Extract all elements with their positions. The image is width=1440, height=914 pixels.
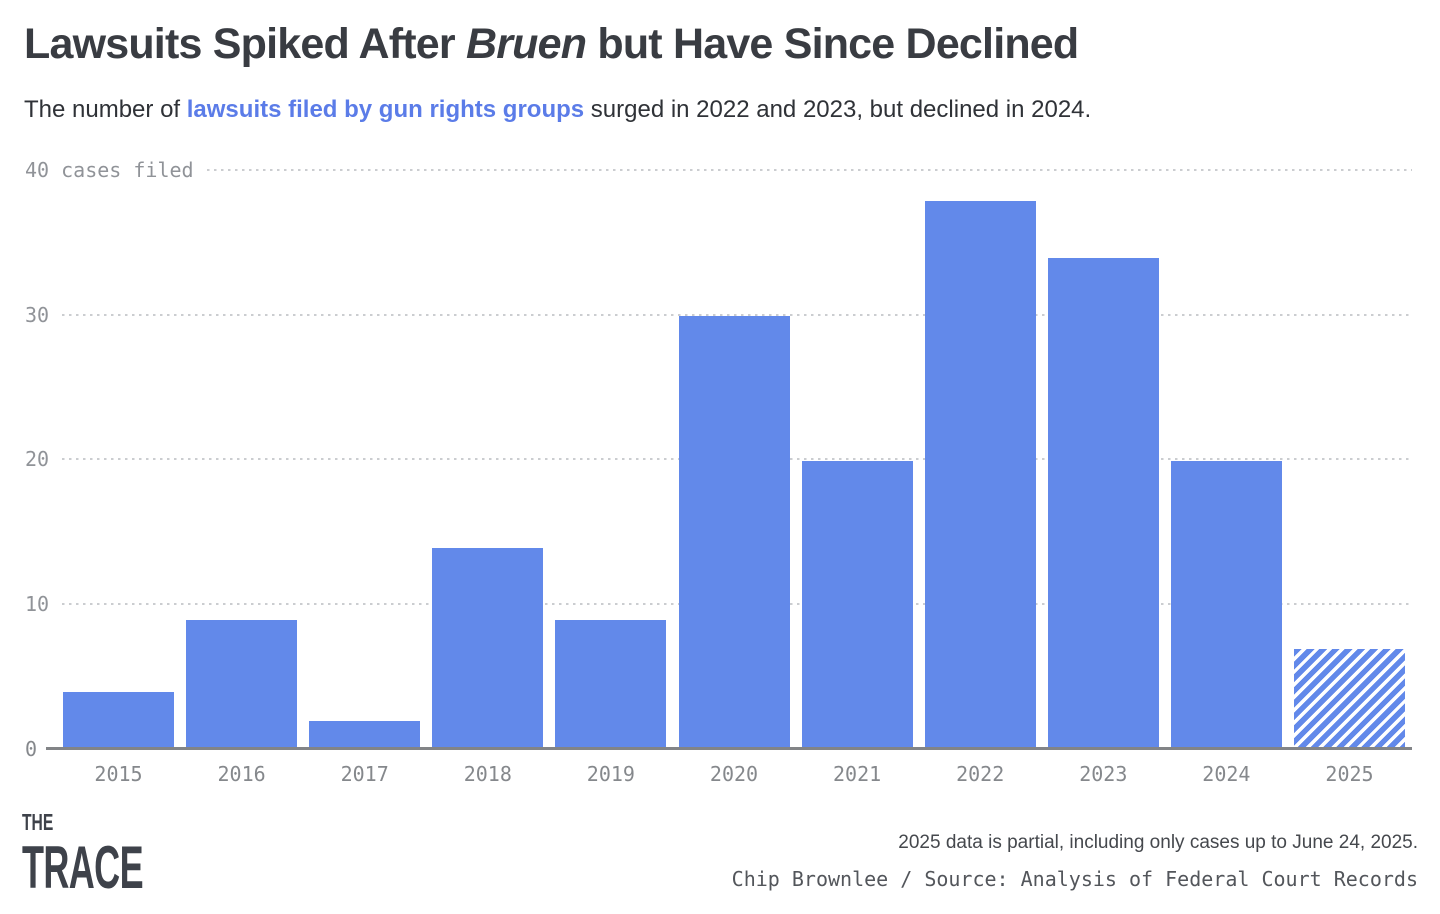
subtitle-text-post: surged in 2022 and 2023, but declined in…: [584, 96, 1092, 123]
subtitle-highlight-link[interactable]: lawsuits filed by gun rights groups: [186, 96, 585, 123]
bar-2025-hatched: [1294, 648, 1405, 750]
gridline-30: 30: [25, 304, 1412, 326]
x-tick-label-2017: 2017: [340, 762, 389, 786]
x-tick-label-2023: 2023: [1079, 762, 1128, 786]
logo-line-the: THE: [22, 809, 54, 835]
gridline-rule-30: [62, 313, 1412, 316]
x-tick-label-2025: 2025: [1325, 762, 1374, 786]
y-tick-label-0: 0: [25, 736, 38, 761]
x-tick-label-2019: 2019: [586, 762, 635, 786]
y-tick-label-20: 20: [25, 447, 50, 472]
x-tick-label-2024: 2024: [1202, 762, 1251, 786]
bar-2015: [63, 692, 174, 750]
bar-2019: [555, 619, 667, 750]
title-text-post: but Have Since Declined: [586, 20, 1079, 68]
x-tick-label-2018: 2018: [463, 762, 512, 786]
x-tick-label-2016: 2016: [217, 762, 266, 786]
bar-2020: [678, 316, 790, 750]
chart-credits: 2025 data is partial, including only cas…: [732, 832, 1418, 891]
bar-2016: [186, 619, 298, 750]
y-tick-label-30: 30: [25, 302, 50, 327]
subtitle-text-pre: The number of: [24, 96, 187, 123]
partial-data-note: 2025 data is partial, including only cas…: [898, 832, 1418, 853]
bar-2022: [924, 200, 1036, 750]
bar-2024: [1170, 460, 1282, 750]
bar-2023: [1047, 258, 1159, 750]
y-tick-label-40: 40 cases filed: [25, 158, 194, 183]
x-tick-label-2020: 2020: [709, 762, 759, 786]
x-tick-label-2022: 2022: [956, 762, 1005, 786]
chart-subtitle: The number of lawsuits filed by gun righ…: [24, 96, 1091, 124]
gridline-0: 0: [25, 738, 1412, 760]
y-tick-label-10: 10: [25, 591, 50, 616]
bar-2017: [309, 721, 421, 750]
chart-title: Lawsuits Spiked After Bruen but Have Sin…: [24, 20, 1079, 69]
x-tick-label-2021: 2021: [833, 762, 882, 786]
title-text-pre: Lawsuits Spiked After: [24, 20, 466, 68]
bar-2021: [801, 460, 913, 750]
x-tick-label-2015: 2015: [94, 762, 143, 786]
the-trace-logo: THE TRACE: [22, 811, 224, 898]
title-italic-bruen: Bruen: [465, 20, 587, 68]
x-axis-line: [46, 747, 1412, 750]
source-credit: Chip Brownlee / Source: Analysis of Fede…: [731, 867, 1418, 891]
logo-line-trace: TRACE: [22, 834, 144, 901]
gridline-rule-40: [206, 169, 1412, 172]
bar-2018: [432, 547, 544, 750]
gridline-40: 40 cases filed: [25, 159, 1412, 181]
